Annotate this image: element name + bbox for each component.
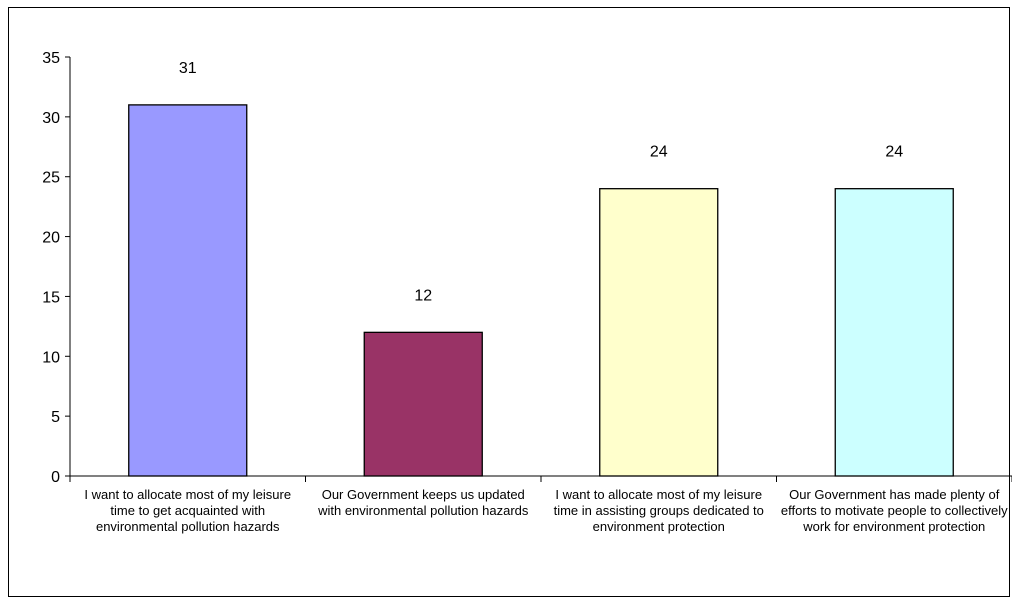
category-label-3: I want to allocate most of my leisure ti… bbox=[545, 487, 773, 535]
category-label-2: Our Government keeps us updated with env… bbox=[309, 487, 537, 519]
y-tick-label: 15 bbox=[42, 289, 60, 306]
category-label-4: Our Government has made plenty of effort… bbox=[780, 487, 1008, 535]
y-tick-label: 20 bbox=[42, 230, 60, 247]
bar-3 bbox=[600, 189, 718, 476]
data-label-4: 24 bbox=[885, 144, 903, 161]
bars bbox=[129, 105, 954, 476]
y-tick-label: 5 bbox=[51, 409, 60, 426]
data-label-2: 12 bbox=[414, 287, 432, 304]
data-labels: 31 12 24 24 bbox=[179, 60, 903, 304]
data-label-1: 31 bbox=[179, 60, 197, 77]
y-tick-label: 0 bbox=[51, 469, 60, 486]
category-label-1: I want to allocate most of my leisure ti… bbox=[74, 487, 302, 535]
data-label-3: 24 bbox=[650, 144, 668, 161]
y-tick-label: 35 bbox=[42, 50, 60, 67]
bar-1 bbox=[129, 105, 247, 476]
y-tick-label: 10 bbox=[42, 349, 60, 366]
bar-4 bbox=[835, 189, 953, 476]
y-tick-label: 25 bbox=[42, 170, 60, 187]
y-tick-label: 30 bbox=[42, 110, 60, 127]
bar-2 bbox=[364, 332, 482, 476]
